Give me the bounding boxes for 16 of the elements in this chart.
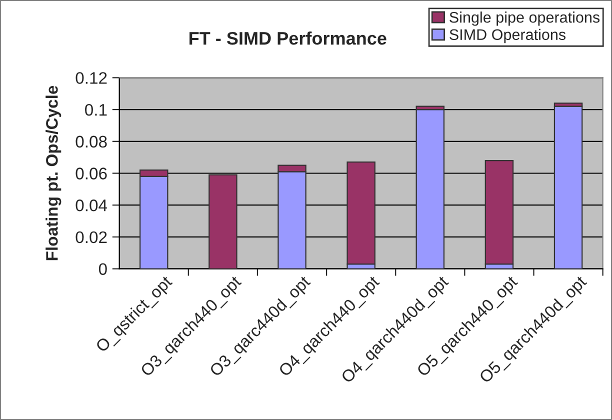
y-tick-label: 0 xyxy=(98,263,107,276)
y-tick-label: 0.04 xyxy=(76,200,108,212)
bar xyxy=(208,174,238,269)
y-tick-label: 0.02 xyxy=(76,231,107,244)
y-tick-label: 0.1 xyxy=(85,104,107,116)
bar xyxy=(484,160,514,265)
legend-label: Single pipe operations xyxy=(450,12,600,26)
bar xyxy=(416,108,445,269)
legend-label: SIMD Operations xyxy=(450,28,566,44)
y-axis-title: Floating pt. Ops/Cycle xyxy=(46,86,62,260)
chart-title: FT - SIMD Performance xyxy=(190,31,386,45)
y-tick-label: 0.12 xyxy=(76,72,107,84)
y-tick-label: 0.08 xyxy=(76,136,107,148)
bar xyxy=(346,162,376,265)
y-tick-label: 0.06 xyxy=(76,168,107,180)
bar xyxy=(554,106,583,269)
